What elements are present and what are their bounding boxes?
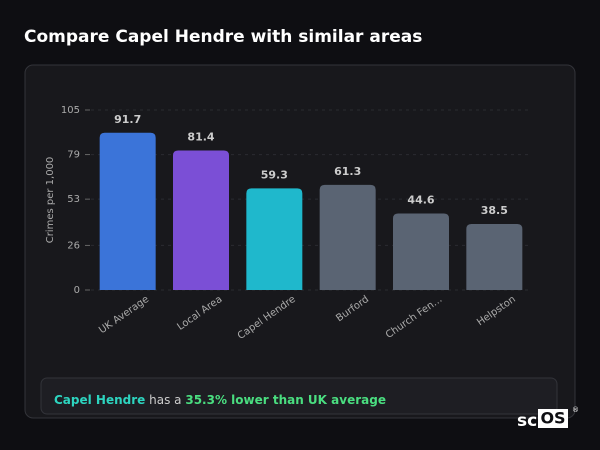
value-label: 61.3 (334, 165, 361, 178)
logo-box (538, 409, 568, 428)
page-title: Compare Capel Hendre with similar areas (24, 27, 422, 47)
summary-text: Capel Hendre has a 35.3% lower than UK a… (54, 393, 386, 407)
value-label: 38.5 (481, 204, 508, 217)
value-label: 81.4 (187, 130, 214, 143)
y-tick-label: 53 (67, 194, 80, 205)
value-label: 44.6 (407, 194, 434, 207)
y-tick-label: 105 (61, 105, 80, 116)
value-label: 91.7 (114, 113, 141, 126)
y-tick-label: 79 (67, 150, 80, 161)
logo-boxed: OS (540, 409, 565, 428)
summary-area: Capel Hendre (54, 393, 145, 407)
y-tick-label: 26 (67, 240, 80, 251)
bar (393, 213, 449, 290)
y-axis-label: Crimes per 1,000 (45, 157, 56, 244)
bar (99, 132, 156, 290)
bar (246, 188, 303, 290)
summary-box (40, 377, 558, 415)
logo-mark: ® (572, 406, 579, 414)
summary-highlight: 35.3% lower than UK average (185, 393, 386, 407)
bar (319, 184, 376, 290)
logo-prefix: sc (517, 411, 537, 431)
value-label: 59.3 (261, 168, 288, 181)
summary-middle: has a (149, 393, 181, 407)
bar (466, 224, 523, 290)
y-tick-label: 0 (74, 285, 80, 296)
bar (173, 150, 229, 290)
